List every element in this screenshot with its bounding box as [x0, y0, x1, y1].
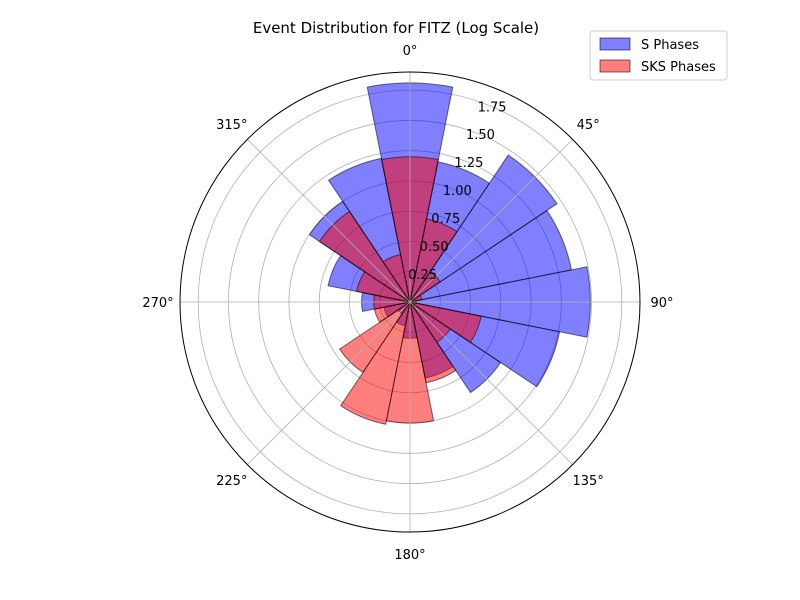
r-tick-label: 1.25 [454, 156, 483, 171]
theta-tick-label: 315° [216, 118, 247, 133]
grid-spoke [409, 139, 573, 303]
bar-sks-phases [409, 294, 423, 303]
chart-title: Event Distribution for FITZ (Log Scale) [253, 19, 539, 37]
bar-sks-phases [340, 301, 411, 425]
theta-tick-label: 135° [573, 474, 604, 489]
theta-tick-label: 0° [403, 44, 418, 59]
legend-swatch-s-phases [599, 37, 631, 51]
legend-label-s-phases: S Phases [641, 38, 699, 53]
legend-swatch-sks-phases [599, 59, 631, 73]
r-tick-label: 1.75 [478, 100, 507, 115]
r-tick-label: 0.75 [431, 212, 460, 227]
tick-labels: 0° 45° 90° 135° 180° 225° 270° 315° 0.25 0.50 0.75… [142, 44, 673, 563]
bars [308, 82, 591, 425]
bar-sks-phases [409, 301, 482, 344]
polar-frame [179, 71, 641, 533]
grid-spoke [247, 139, 411, 303]
theta-tick-label: 45° [577, 118, 600, 133]
bar-sks-phases [409, 218, 458, 303]
r-tick-label: 0.50 [420, 240, 449, 255]
r-tick-label: 0.25 [408, 268, 437, 283]
grid-spoke [247, 301, 411, 465]
r-tick-label: 1.50 [466, 128, 495, 143]
legend-label-sks-phases: SKS Phases [641, 60, 716, 75]
legend: S Phases SKS Phases [589, 30, 728, 81]
grid-spoke [409, 301, 573, 465]
theta-tick-label: 225° [216, 474, 247, 489]
theta-tick-label: 90° [650, 296, 673, 311]
bar-sks-phases [382, 253, 411, 303]
spokes [180, 72, 640, 532]
r-tick-label: 1.00 [443, 184, 472, 199]
theta-tick-label: 180° [394, 548, 425, 563]
theta-tick-label: 270° [142, 296, 173, 311]
